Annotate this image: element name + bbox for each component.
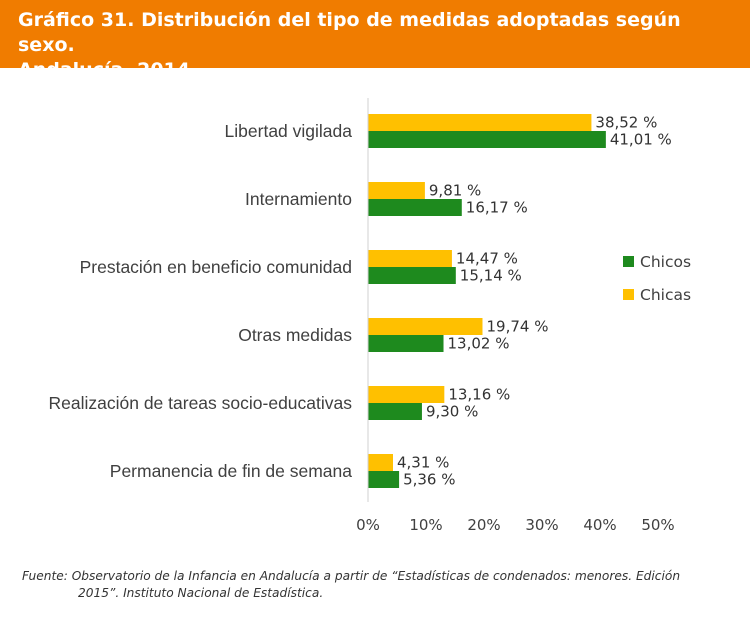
bar-chicas-otras-medidas <box>368 318 483 335</box>
category-label-realizacion-de-tareas-socio-educativas: Realización de tareas socio-educativas <box>49 393 353 413</box>
source-line2: 2015”. Instituto Nacional de Estadística… <box>78 586 324 600</box>
legend-label-chicos: Chicos <box>640 253 691 271</box>
category-label-libertad-vigilada: Libertad vigilada <box>225 121 353 141</box>
legend: Chicos Chicas <box>623 253 691 304</box>
bar-chicos-internamiento <box>368 199 462 216</box>
data-label-chicas-otras-medidas: 19,74 % <box>486 318 548 336</box>
data-label-chicos-libertad-vigilada: 41,01 % <box>610 131 672 149</box>
category-label-internamiento: Internamiento <box>245 189 352 209</box>
data-label-chicas-libertad-vigilada: 38,52 % <box>595 114 657 132</box>
bar-chicos-otras-medidas <box>368 335 444 352</box>
x-tick-label-20: 20% <box>467 516 500 534</box>
bar-chicos-realizacion-de-tareas-socio-educativas <box>368 403 422 420</box>
x-tick-label-10: 10% <box>409 516 442 534</box>
data-label-chicas-internamiento: 9,81 % <box>429 182 481 200</box>
x-tick-label-50: 50% <box>641 516 674 534</box>
data-label-chicos-realizacion-de-tareas-socio-educativas: 9,30 % <box>426 403 478 421</box>
bar-chicas-internamiento <box>368 182 425 199</box>
bar-chicas-permanencia-de-fin-de-semana <box>368 454 393 471</box>
bar-chicos-permanencia-de-fin-de-semana <box>368 471 400 488</box>
labels-layer: 38,52 %41,01 % Libertad vigilada 9,81 %16,… <box>49 114 675 535</box>
bar-chart: 38,52 %41,01 % Libertad vigilada 9,81 %16,… <box>49 98 691 535</box>
bar-chicos-prestacion-en-beneficio-comunidad <box>368 267 456 284</box>
bar-chicas-realizacion-de-tareas-socio-educativas <box>368 386 445 403</box>
data-label-chicos-otras-medidas: 13,02 % <box>448 335 510 353</box>
chart-header: Gráfico 31. Distribución del tipo de med… <box>0 0 750 81</box>
data-label-chicos-permanencia-de-fin-de-semana: 5,36 % <box>403 471 455 489</box>
category-label-permanencia-de-fin-de-semana: Permanencia de fin de semana <box>110 461 352 481</box>
category-label-prestacion-en-beneficio-comunidad: Prestación en beneficio comunidad <box>80 257 352 277</box>
data-label-chicos-internamiento: 16,17 % <box>466 199 528 217</box>
data-label-chicas-realizacion-de-tareas-socio-educativas: 13,16 % <box>448 386 510 404</box>
data-label-chicas-prestacion-en-beneficio-comunidad: 14,47 % <box>456 250 518 268</box>
source-note: Fuente: Observatorio de la Infancia en A… <box>22 568 722 602</box>
bars-layer <box>368 114 606 488</box>
data-label-chicos-prestacion-en-beneficio-comunidad: 15,14 % <box>460 267 522 285</box>
source-line1: Fuente: Observatorio de la Infancia en A… <box>22 569 681 583</box>
x-tick-label-0: 0% <box>356 516 380 534</box>
x-tick-label-30: 30% <box>525 516 558 534</box>
category-label-otras-medidas: Otras medidas <box>238 325 352 345</box>
x-tick-label-40: 40% <box>583 516 616 534</box>
bar-chicos-libertad-vigilada <box>368 131 606 148</box>
legend-label-chicas: Chicas <box>640 286 691 304</box>
chart-title-line2: Andalucía, 2014 <box>18 59 191 81</box>
legend-swatch-chicos <box>623 256 634 267</box>
bar-chicas-libertad-vigilada <box>368 114 592 131</box>
bar-chicas-prestacion-en-beneficio-comunidad <box>368 250 452 267</box>
legend-swatch-chicas <box>623 289 634 300</box>
data-label-chicas-permanencia-de-fin-de-semana: 4,31 % <box>397 454 449 472</box>
chart-title-line1: Gráfico 31. Distribución del tipo de med… <box>18 9 681 56</box>
